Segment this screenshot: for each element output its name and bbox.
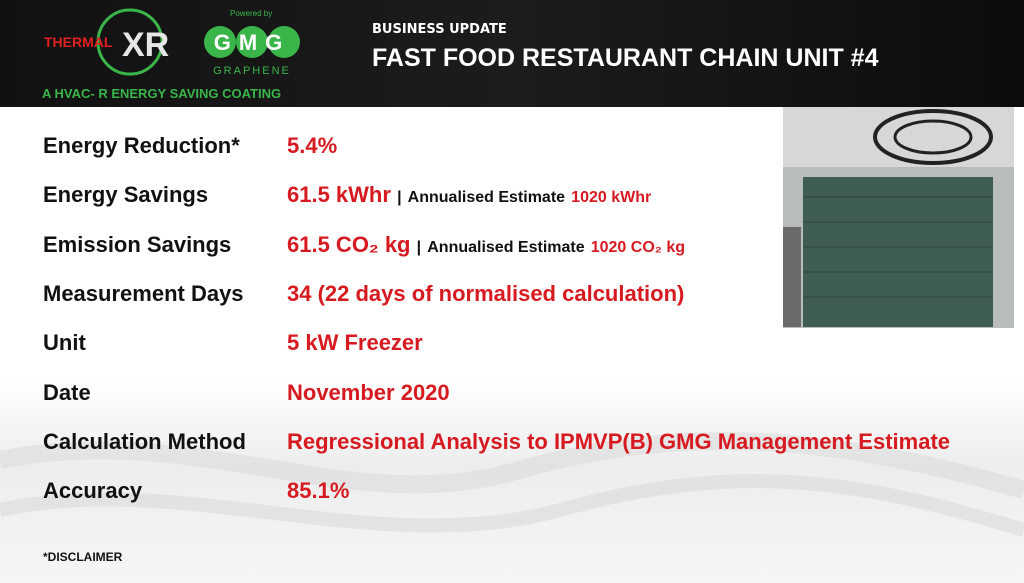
row-value: 61.5 kWhr | Annualised Estimate 1020 kWh… xyxy=(287,182,651,208)
value-text: 5.4% xyxy=(287,133,338,158)
separator: | xyxy=(416,238,422,256)
value-text: 61.5 kWhr xyxy=(287,182,391,208)
row-label: Energy Reduction* xyxy=(43,133,240,158)
value-text: 85.1% xyxy=(287,478,350,504)
header-bar: THERMAL XR Powered by GMG GRAPHENE A HVA… xyxy=(0,0,1024,107)
separator: | xyxy=(397,189,402,207)
row-value: November 2020 xyxy=(287,380,450,406)
tagline: A HVAC- R ENERGY SAVING COATING xyxy=(42,86,281,101)
disclaimer: *DISCLAIMER xyxy=(43,550,123,564)
row-label: Unit xyxy=(43,330,86,356)
value-text: 5 kW Freezer xyxy=(287,330,423,356)
row-value: 85.1% xyxy=(287,478,349,504)
row-label: Measurement Days xyxy=(43,280,244,306)
row-label: Energy Savings xyxy=(43,182,209,208)
value-text: Regressional Analysis to IPMVP(B) GMG Ma… xyxy=(287,428,951,454)
note: Annualised Estimate xyxy=(407,189,566,207)
logo-gmg: GMG xyxy=(214,30,291,55)
slide-title: FAST FOOD RESTAURANT CHAIN UNIT #4 xyxy=(372,44,879,72)
value-text: November 2020 xyxy=(287,379,450,405)
row-label: Calculation Method xyxy=(43,428,246,454)
value-text: 34 (22 days of normalised calculation) xyxy=(287,280,685,306)
row-value: Regressional Analysis to IPMVP(B) GMG Ma… xyxy=(287,429,950,455)
logo-powered-by: Powered by xyxy=(230,9,272,18)
row-value: 61.5 CO₂ kg | Annualised Estimate 1020 C… xyxy=(287,232,685,258)
logo: THERMAL XR Powered by GMG GRAPHENE A HVA… xyxy=(42,8,300,101)
value-text: 61.5 CO₂ kg xyxy=(287,231,411,257)
row-value: 5 kW Freezer xyxy=(287,330,423,356)
logo-xr: XR xyxy=(122,26,169,64)
unit-photo xyxy=(783,107,1014,328)
row-label: Accuracy xyxy=(43,478,143,504)
note-value: 1020 kWhr xyxy=(571,189,652,207)
row-value: 34 (22 days of normalised calculation) xyxy=(287,281,684,307)
row-value: 5.4% xyxy=(287,133,337,159)
kicker: BUSINESS UPDATE xyxy=(372,22,507,37)
row-label: Date xyxy=(43,379,91,405)
logo-thermal: THERMAL xyxy=(44,34,113,50)
row-label: Emission Savings xyxy=(43,231,232,257)
note-value: 1020 CO₂ kg xyxy=(590,238,685,256)
note: Annualised Estimate xyxy=(427,238,585,256)
logo-graphene: GRAPHENE xyxy=(213,65,291,77)
background-wave xyxy=(0,432,1024,537)
